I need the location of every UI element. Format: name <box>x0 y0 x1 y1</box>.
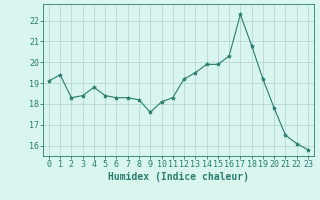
X-axis label: Humidex (Indice chaleur): Humidex (Indice chaleur) <box>108 172 249 182</box>
